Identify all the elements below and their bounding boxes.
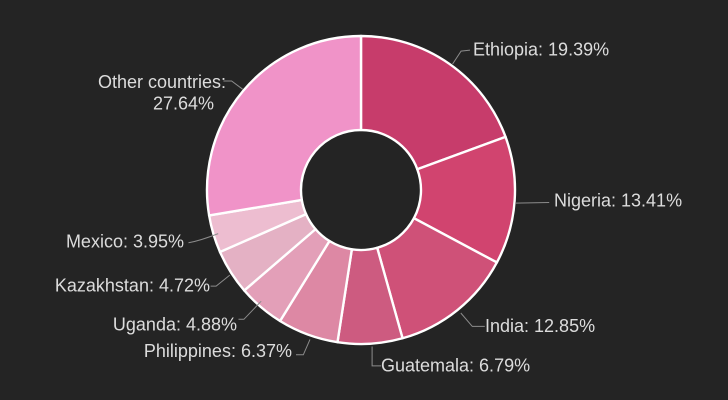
svg-text:27.64%: 27.64% — [153, 94, 214, 114]
svg-text:Other countries:: Other countries: — [98, 72, 226, 92]
svg-text:Philippines: 6.37%: Philippines: 6.37% — [144, 341, 292, 361]
svg-text:Uganda: 4.88%: Uganda: 4.88% — [113, 315, 237, 335]
svg-text:Ethiopia: 19.39%: Ethiopia: 19.39% — [473, 40, 609, 60]
svg-text:India: 12.85%: India: 12.85% — [485, 316, 595, 336]
svg-text:Guatemala: 6.79%: Guatemala: 6.79% — [381, 356, 530, 376]
svg-text:Kazakhstan: 4.72%: Kazakhstan: 4.72% — [55, 276, 210, 296]
svg-text:Mexico: 3.95%: Mexico: 3.95% — [66, 232, 184, 252]
svg-text:Nigeria: 13.41%: Nigeria: 13.41% — [554, 191, 682, 211]
